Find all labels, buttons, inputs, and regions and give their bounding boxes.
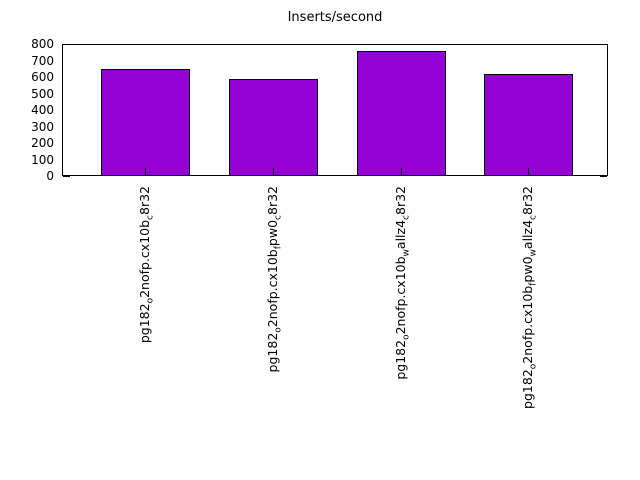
y-tick-label: 0 <box>46 169 54 183</box>
chart-title: Inserts/second <box>287 10 383 25</box>
x-tick-label: pg182o2nofp.cx10bfpw0wallz4c8r32 <box>520 186 539 409</box>
bar <box>483 73 573 176</box>
x-tick-label: pg182o2nofp.cx10bwallz4c8r32 <box>393 186 412 380</box>
y-tick-label: 800 <box>31 37 54 51</box>
x-tick-label: pg182o2nofp.cx10bfpw0c8r32 <box>265 186 284 373</box>
y-tick-label: 500 <box>31 86 54 101</box>
y-tick-mark <box>63 176 70 177</box>
x-tick-mark <box>145 168 146 175</box>
x-tick-mark <box>273 168 274 175</box>
bar <box>100 68 190 176</box>
y-tick-mark <box>600 176 607 177</box>
y-tick-label: 100 <box>31 152 54 167</box>
x-tick-mark <box>528 168 529 175</box>
y-tick-label: 700 <box>31 53 54 68</box>
y-tick-label: 200 <box>31 136 54 150</box>
y-tick-label: 400 <box>31 103 54 117</box>
bar <box>356 51 446 176</box>
bar <box>228 78 318 176</box>
x-tick-mark <box>401 168 402 175</box>
y-tick-label: 300 <box>31 119 54 134</box>
y-tick-label: 600 <box>31 70 54 84</box>
x-tick-label: pg182o2nofp.cx10bc8r32 <box>137 186 156 344</box>
